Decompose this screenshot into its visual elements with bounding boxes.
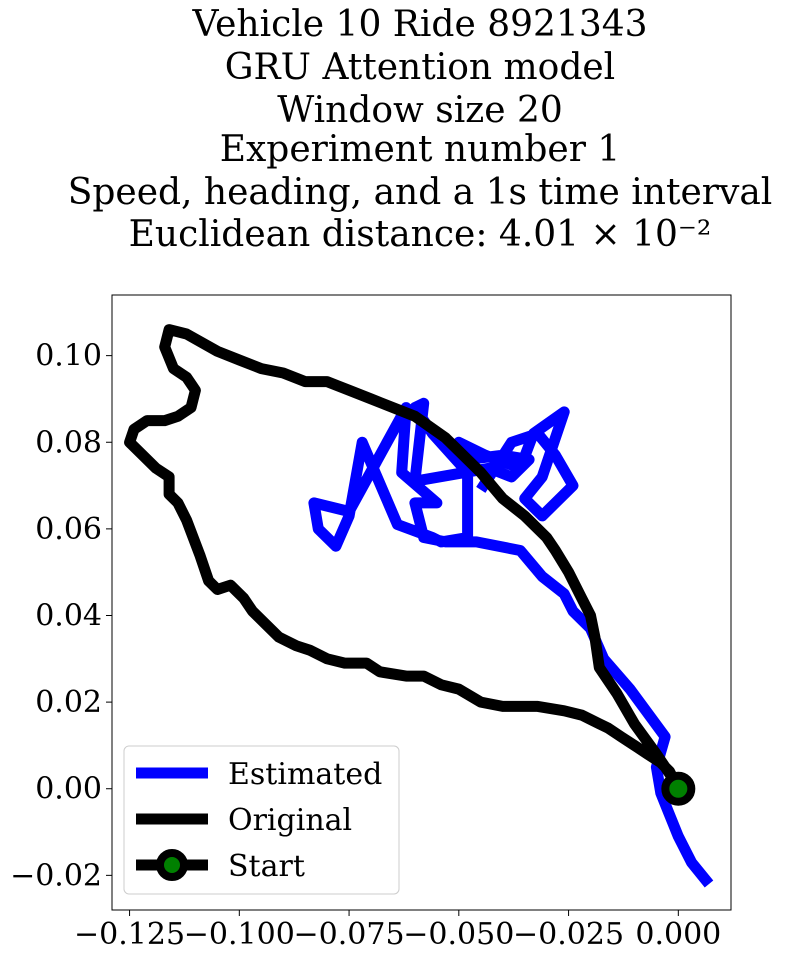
x-tick-label: −0.075 xyxy=(294,917,405,952)
x-tick-label: −0.050 xyxy=(403,917,514,952)
title-line: Window size 20 xyxy=(277,90,563,131)
y-tick-label: −0.02 xyxy=(10,858,102,893)
legend-start-marker xyxy=(156,849,188,881)
x-axis: −0.125−0.100−0.075−0.050−0.025 0.000 xyxy=(74,910,721,952)
y-tick-label: 0.06 xyxy=(35,512,102,547)
title-line: Experiment number 1 xyxy=(220,129,621,170)
x-tick-label: −0.125 xyxy=(74,917,185,952)
legend-box xyxy=(123,745,400,895)
legend: Estimated Original Start xyxy=(123,745,400,895)
title-line: Vehicle 10 Ride 8921343 xyxy=(191,4,647,45)
y-tick-label: 0.10 xyxy=(35,339,102,374)
y-tick-label: 0.04 xyxy=(35,598,102,633)
y-tick-label: 0.00 xyxy=(35,772,102,807)
legend-label: Estimated xyxy=(228,757,382,792)
y-tick-label: 0.08 xyxy=(35,425,102,460)
title-line: Speed, heading, and a 1s time interval xyxy=(68,172,773,213)
y-tick-label: 0.02 xyxy=(35,685,102,720)
title-line: GRU Attention model xyxy=(225,47,615,88)
title-line: Euclidean distance: 4.01 × 10⁻² xyxy=(129,214,712,255)
y-axis: −0.02 0.00 0.02 0.04 0.06 0.08 0.10 xyxy=(10,339,112,893)
legend-label: Original xyxy=(228,803,352,838)
series-line-original xyxy=(124,324,684,792)
start-point-marker xyxy=(661,771,696,806)
x-tick-label: 0.000 xyxy=(635,917,721,952)
x-tick-label: −0.025 xyxy=(513,917,624,952)
x-tick-label: −0.100 xyxy=(184,917,295,952)
series-group xyxy=(124,324,714,888)
legend-label: Start xyxy=(228,849,305,884)
